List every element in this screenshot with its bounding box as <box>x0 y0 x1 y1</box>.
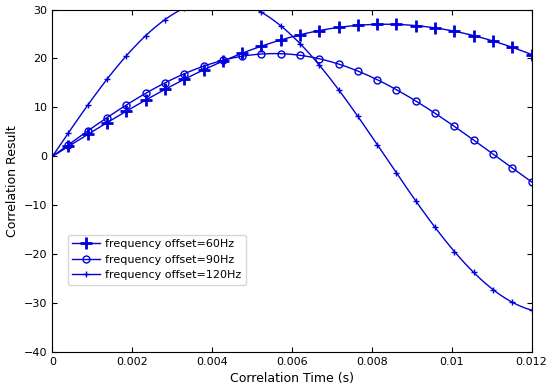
Y-axis label: Correlation Result: Correlation Result <box>6 125 19 237</box>
Legend: frequency offset=60Hz, frequency offset=90Hz, frequency offset=120Hz: frequency offset=60Hz, frequency offset=… <box>67 235 246 285</box>
X-axis label: Correlation Time (s): Correlation Time (s) <box>230 373 354 386</box>
